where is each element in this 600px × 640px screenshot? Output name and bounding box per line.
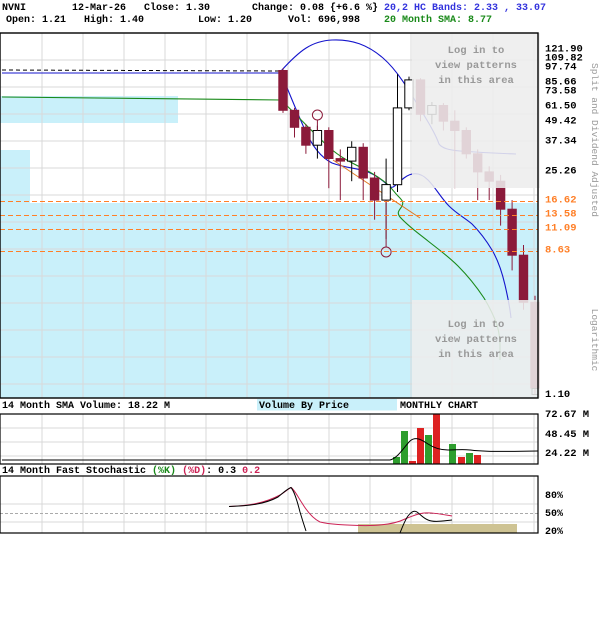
svg-text:view patterns: view patterns (435, 334, 517, 346)
svg-text:61.50: 61.50 (545, 101, 577, 113)
svg-text:50%: 50% (545, 509, 563, 520)
svg-text:Open: 1.21: Open: 1.21 (6, 15, 66, 26)
svg-text:Log in to: Log in to (448, 45, 505, 57)
svg-text:11.09: 11.09 (545, 223, 577, 235)
svg-text:High: 1.40: High: 1.40 (84, 14, 144, 26)
svg-text:Low: 1.20: Low: 1.20 (198, 15, 252, 26)
svg-text:13.58: 13.58 (545, 209, 577, 221)
svg-text:in this area: in this area (438, 75, 514, 87)
svg-text:73.58: 73.58 (545, 86, 577, 98)
svg-text:Logarithmic: Logarithmic (589, 309, 600, 372)
svg-text:20%: 20% (545, 527, 563, 538)
svg-text:72.67 M: 72.67 M (545, 409, 589, 421)
svg-text:97.74: 97.74 (545, 62, 577, 74)
svg-text:Close: 1.30: Close: 1.30 (144, 2, 210, 14)
svg-text:Vol: 696,998: Vol: 696,998 (288, 14, 360, 26)
svg-text:80%: 80% (545, 491, 563, 502)
svg-text:Change: 0.08 {+6.6 %}: Change: 0.08 {+6.6 %} (252, 2, 378, 14)
svg-text:NVNI: NVNI (2, 3, 26, 14)
svg-text:12-Mar-26: 12-Mar-26 (72, 3, 126, 14)
svg-text:24.22 M: 24.22 M (545, 448, 589, 460)
svg-text:48.45 M: 48.45 M (545, 429, 589, 441)
svg-text:14 Month SMA Volume: 18.22 M: 14 Month SMA Volume: 18.22 M (2, 400, 170, 412)
svg-text:view patterns: view patterns (435, 60, 517, 72)
svg-text:20,2 HC Bands: 2.33 , 33.07: 20,2 HC Bands: 2.33 , 33.07 (384, 2, 546, 14)
svg-text:49.42: 49.42 (545, 115, 577, 127)
svg-text:20 Month SMA: 8.77: 20 Month SMA: 8.77 (384, 14, 492, 26)
svg-text:1.10: 1.10 (545, 389, 570, 401)
svg-text:8.63: 8.63 (545, 245, 570, 257)
svg-text:Log in to: Log in to (448, 319, 505, 331)
svg-text:25.26: 25.26 (545, 166, 577, 178)
svg-text:in this area: in this area (438, 349, 514, 361)
svg-text:37.34: 37.34 (545, 135, 577, 147)
svg-text:14 Month Fast Stochastic (%K): 14 Month Fast Stochastic (%K) (%D): 0.3 … (2, 465, 260, 477)
svg-text:MONTHLY CHART: MONTHLY CHART (400, 401, 478, 412)
svg-text:16.62: 16.62 (545, 195, 577, 207)
svg-text:Volume By Price: Volume By Price (259, 400, 349, 412)
svg-text:Split and Dividend Adjusted: Split and Dividend Adjusted (589, 63, 600, 217)
